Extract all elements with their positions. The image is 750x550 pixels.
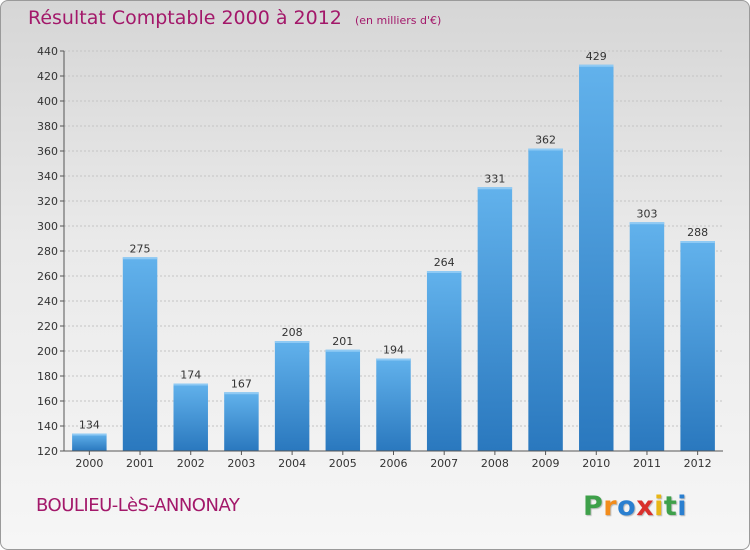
- y-tick-label: 340: [37, 170, 58, 183]
- logo-letter: o: [617, 491, 637, 522]
- bar-top-highlight: [680, 241, 715, 243]
- y-tick-label: 360: [37, 145, 58, 158]
- y-tick-label: 400: [37, 95, 58, 108]
- y-tick-label: 280: [37, 245, 58, 258]
- bar-value-label: 208: [282, 326, 303, 339]
- bar-top-highlight: [528, 148, 563, 151]
- x-tick-label: 2011: [633, 457, 661, 470]
- bar-value-label: 331: [484, 172, 505, 185]
- proxiti-logo: Proxiti: [583, 491, 687, 522]
- bar-value-label: 362: [535, 134, 556, 147]
- x-tick-label: 2000: [75, 457, 103, 470]
- x-tick-label: 2009: [532, 457, 560, 470]
- y-tick-label: 420: [37, 70, 58, 83]
- chart-title-main: Résultat Comptable 2000 à 2012: [28, 7, 342, 29]
- bar-2009: [528, 148, 563, 451]
- bar-value-label: 134: [79, 419, 100, 432]
- bar-2012: [680, 241, 715, 451]
- bar-value-label: 201: [332, 335, 353, 348]
- y-tick-label: 260: [37, 270, 58, 283]
- bar-top-highlight: [72, 433, 107, 436]
- chart-title-unit: (en milliers d'€): [354, 14, 442, 27]
- bar-2004: [274, 341, 310, 451]
- y-tick-label: 300: [37, 220, 58, 233]
- bar-top-highlight: [274, 341, 310, 343]
- bar-2010: [579, 64, 614, 451]
- bar-value-label: 275: [130, 242, 151, 255]
- y-tick-label: 440: [37, 45, 58, 58]
- x-tick-label: 2010: [582, 457, 610, 470]
- bar-2003: [224, 392, 259, 451]
- bar-value-label: 429: [586, 50, 607, 63]
- logo-letter: i: [654, 491, 664, 522]
- y-tick-label: 320: [37, 195, 58, 208]
- x-tick-label: 2006: [380, 457, 408, 470]
- x-tick-label: 2003: [227, 457, 255, 470]
- bar-value-label: 264: [434, 256, 455, 269]
- bar-2002: [173, 383, 208, 451]
- bar-top-highlight: [629, 222, 665, 225]
- bar-2006: [376, 358, 411, 451]
- logo-letter: i: [677, 491, 688, 522]
- bar-2001: [122, 257, 158, 451]
- y-tick-label: 160: [37, 395, 58, 408]
- y-tick-label: 240: [37, 295, 58, 308]
- x-tick-label: 2008: [481, 457, 509, 470]
- y-tick-label: 140: [37, 420, 58, 433]
- y-tick-label: 200: [37, 345, 58, 358]
- x-tick-label: 2012: [684, 457, 712, 470]
- bar-top-highlight: [122, 257, 158, 260]
- bar-2005: [325, 349, 361, 451]
- bar-value-label: 288: [687, 226, 708, 239]
- bar-top-highlight: [325, 349, 361, 352]
- y-tick-label: 380: [37, 120, 58, 133]
- bar-value-label: 174: [180, 369, 201, 382]
- bar-top-highlight: [426, 271, 462, 273]
- bar-top-highlight: [376, 358, 411, 361]
- bar-2000: [72, 433, 107, 451]
- bar-2011: [629, 222, 665, 451]
- bar-2007: [426, 271, 462, 451]
- bar-value-label: 167: [231, 377, 252, 390]
- logo-letter: P: [583, 491, 604, 522]
- bar-top-highlight: [579, 64, 614, 67]
- x-tick-label: 2004: [278, 457, 306, 470]
- y-tick-label: 220: [37, 320, 58, 333]
- bar-top-highlight: [173, 383, 208, 386]
- x-tick-label: 2007: [430, 457, 458, 470]
- chart-title: Résultat Comptable 2000 à 2012 (en milli…: [28, 7, 441, 29]
- bar-top-highlight: [477, 187, 513, 190]
- y-tick-label: 180: [37, 370, 58, 383]
- bar-value-label: 303: [636, 207, 657, 220]
- logo-letter: r: [603, 491, 618, 522]
- logo-letter: t: [663, 491, 678, 522]
- logo-letter: x: [636, 491, 655, 522]
- y-tick-label: 120: [37, 445, 58, 458]
- bar-value-label: 194: [383, 344, 404, 357]
- x-tick-label: 2001: [126, 457, 154, 470]
- bar-2008: [477, 187, 513, 451]
- commune-name: BOULIEU-LèS-ANNONAY: [36, 495, 240, 516]
- x-tick-label: 2002: [177, 457, 205, 470]
- x-tick-label: 2005: [329, 457, 357, 470]
- bar-top-highlight: [224, 392, 259, 395]
